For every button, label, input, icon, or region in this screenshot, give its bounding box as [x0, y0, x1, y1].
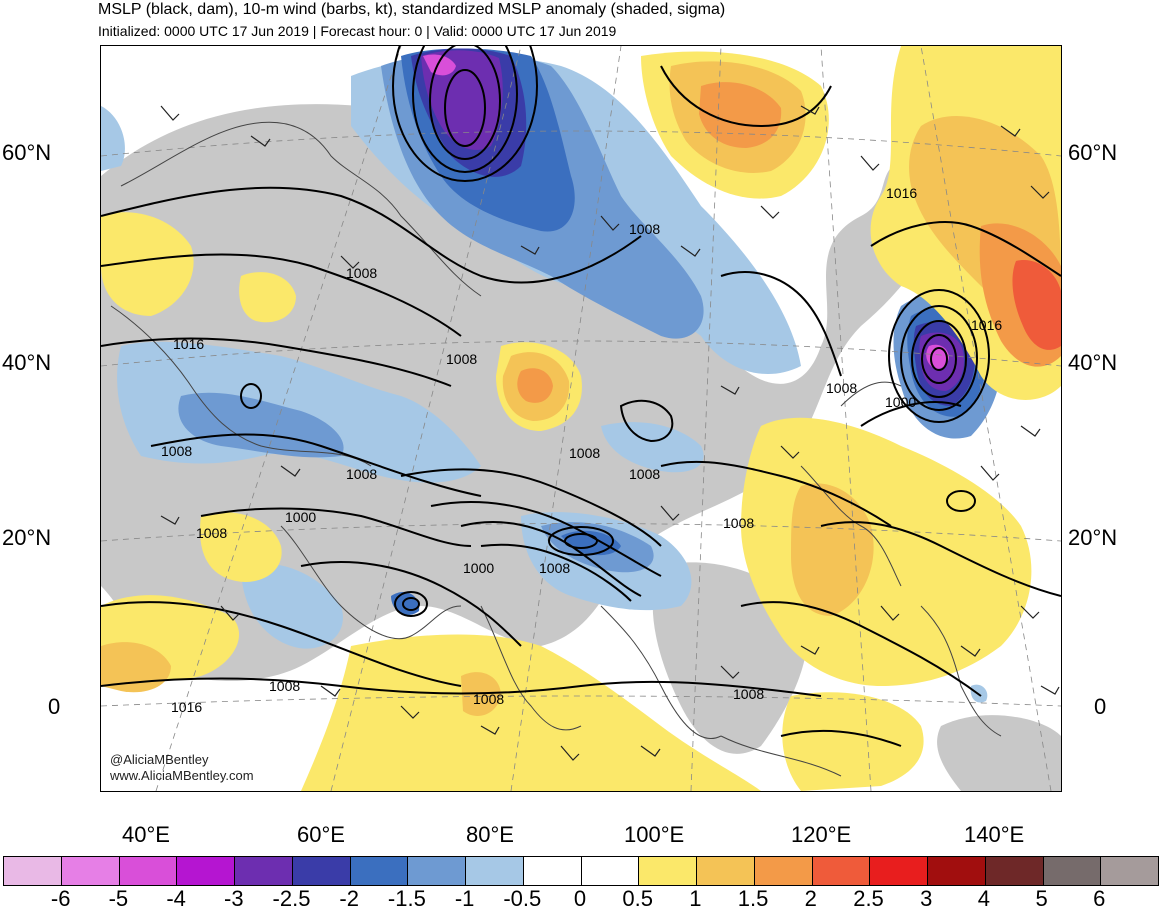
isobar-label: 1008: [629, 466, 660, 482]
colorbar-swatch: [466, 857, 524, 885]
coastlines: [110, 121, 1002, 777]
low-pressure-centers: [240, 46, 990, 617]
isobar-label: 1016: [886, 185, 917, 201]
wind-barbs: [160, 105, 1060, 761]
colorbar-swatch: [639, 857, 697, 885]
colorbar-tick-label: 2: [804, 886, 817, 911]
lon-label: 140°E: [964, 822, 1025, 847]
colorbar-tick-label: -5: [108, 886, 129, 911]
isobar-label-group: 1008 1008 1008 1008 1008 1008 1008 1008 …: [161, 185, 1002, 715]
isobar-label: 1008: [446, 351, 477, 367]
colorbar-tick-label: 5: [1035, 886, 1048, 911]
lat-label-right: 40°N: [1068, 350, 1118, 375]
isobar-label-extra: 1008: [826, 380, 857, 396]
isobar-label: 1016: [173, 336, 204, 352]
colorbar-swatch: [985, 857, 1044, 885]
isobar-label: 1000: [285, 509, 316, 525]
isobar-label: 1016: [971, 317, 1002, 333]
isobar-label: 1008: [629, 221, 660, 237]
colorbar-swatch: [119, 857, 178, 885]
colorbar-tick-label: 6: [1093, 886, 1106, 911]
colorbar-tick-label: -2.5: [272, 886, 311, 911]
isobar-label: 1008: [473, 691, 504, 707]
chart-title: MSLP (black, dam), 10-m wind (barbs, kt)…: [98, 1, 726, 18]
isobar-label: 1016: [171, 699, 202, 715]
isobar-label: 1008: [539, 560, 570, 576]
colorbar-tick-label: 3: [920, 886, 933, 911]
isobar-label: 1008: [346, 466, 377, 482]
isobar-label: 1000: [463, 560, 494, 576]
colorbar-swatch: [581, 857, 640, 885]
lat-label-left: 0: [48, 694, 61, 719]
lat-label-right: 20°N: [1068, 525, 1118, 550]
isobar-label: 1008: [161, 443, 192, 459]
map-panel: 1008 1008 1008 1008 1008 1008 1008 1008 …: [100, 45, 1062, 792]
lat-label-left: 60°N: [2, 140, 52, 165]
colorbar-swatch: [928, 857, 986, 885]
lat-label-left: 40°N: [2, 350, 52, 375]
colorbar-swatch: [350, 857, 409, 885]
colorbar-swatch: [1101, 857, 1158, 885]
colorbar-tick-label: -3: [224, 886, 244, 911]
colorbar-tick-label: -1.5: [387, 886, 426, 911]
chart-subtitle: Initialized: 0000 UTC 17 Jun 2019 | Fore…: [98, 23, 617, 39]
colorbar: [3, 856, 1159, 886]
colorbar-tick-label: 0: [573, 886, 587, 911]
colorbar-tick-label: -0.5: [503, 886, 542, 911]
lat-label-right: 60°N: [1068, 140, 1118, 165]
colorbar-swatch: [408, 857, 466, 885]
colorbar-swatch: [177, 857, 235, 885]
lat-label-right: 0: [1094, 694, 1107, 719]
isobar-label-extra: 1008: [733, 686, 764, 702]
colorbar-swatch: [870, 857, 928, 885]
credit-handle: @AliciaMBentley: [110, 752, 209, 767]
lon-label: 80°E: [466, 822, 514, 847]
colorbar-swatch: [523, 857, 582, 885]
colorbar-swatch: [812, 857, 871, 885]
colorbar-tick-label: 0.5: [622, 886, 653, 911]
anomaly-deep-red-fields: [1012, 260, 1061, 350]
lon-label: 120°E: [791, 822, 852, 847]
colorbar-tick-label: -6: [50, 886, 71, 911]
colorbar-tick-label: -4: [166, 886, 186, 911]
colorbar-swatch: [1043, 857, 1102, 885]
isobar-label: 1008: [723, 515, 754, 531]
isobars: [101, 65, 1061, 747]
lon-label: 100°E: [624, 822, 685, 847]
map-canvas: 1008 1008 1008 1008 1008 1008 1008 1008 …: [101, 46, 1061, 791]
colorbar-swatch: [292, 857, 351, 885]
colorbar-tick-label: 1.5: [737, 886, 769, 911]
colorbar-swatch: [754, 857, 813, 885]
colorbar-swatch: [61, 857, 120, 885]
isobar-label: 1008: [569, 445, 600, 461]
isobar-label: 1008: [196, 525, 227, 541]
isobar-label: 1008: [269, 678, 300, 694]
colorbar-tick-label: 1: [689, 886, 702, 911]
colorbar-tick-label: -1: [454, 886, 475, 911]
colorbar-tick-label: 4: [977, 886, 991, 911]
lat-label-left: 20°N: [2, 525, 52, 550]
lon-label: 40°E: [122, 822, 170, 847]
colorbar-swatch: [697, 857, 755, 885]
colorbar-swatch: [4, 857, 62, 885]
credit-site: www.AliciaMBentley.com: [110, 768, 254, 783]
graticule: [101, 46, 1061, 791]
lon-label: 60°E: [297, 822, 345, 847]
isobar-label: 1008: [346, 265, 377, 281]
colorbar-tick-label: -2: [339, 886, 359, 911]
isobar-label: 1000: [885, 394, 916, 410]
colorbar-tick-label: 2.5: [853, 886, 884, 911]
colorbar-swatch: [235, 857, 293, 885]
